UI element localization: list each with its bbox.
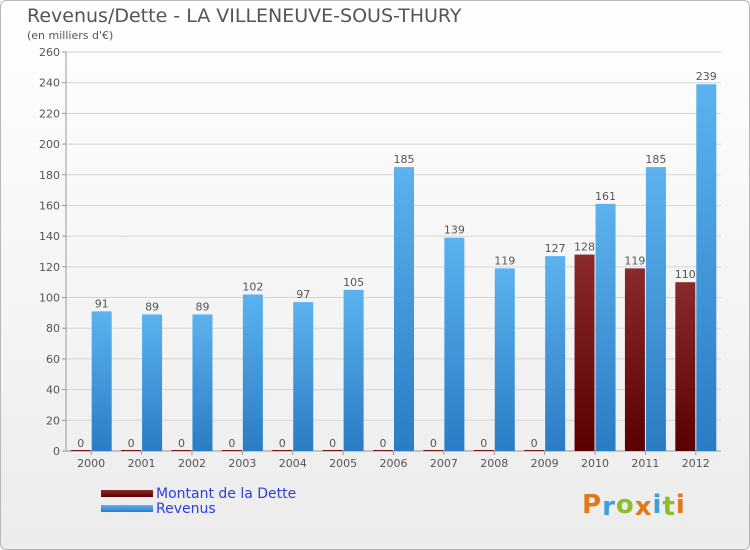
bar-dette-2007 bbox=[423, 450, 444, 451]
data-label-revenus-2004: 97 bbox=[296, 288, 310, 301]
bar-revenus-2004 bbox=[293, 302, 314, 451]
data-label-dette-2008: 0 bbox=[480, 437, 487, 450]
data-labels: 0 91 0 89 0 89 0 102 0 97 0 105 0 185 0 139 0 119 0 127 128 1… bbox=[77, 70, 717, 450]
bar-revenus-2007 bbox=[444, 237, 465, 451]
y-tick-label-220: 220 bbox=[39, 107, 60, 120]
y-tick-label-100: 100 bbox=[39, 292, 60, 305]
data-label-dette-2001: 0 bbox=[128, 437, 135, 450]
gridlines bbox=[66, 51, 721, 421]
legend-swatch-dette bbox=[101, 490, 153, 497]
chart-subtitle: (en milliers d'€) bbox=[27, 29, 114, 42]
bar-dette-2000 bbox=[70, 450, 91, 451]
y-tick-label-40: 40 bbox=[46, 384, 60, 397]
legend-label-revenus: Revenus bbox=[156, 501, 216, 517]
bar-revenus-2012 bbox=[696, 84, 717, 451]
y-tick-label-260: 260 bbox=[39, 46, 60, 59]
y-tick-label-80: 80 bbox=[46, 322, 60, 335]
y-tick-label-140: 140 bbox=[39, 230, 60, 243]
y-tick-label-20: 20 bbox=[46, 414, 60, 427]
bar-revenus-2006 bbox=[394, 167, 414, 451]
data-label-revenus-2003: 102 bbox=[242, 280, 263, 293]
bar-revenus-2000 bbox=[91, 311, 112, 451]
y-tick-label-180: 180 bbox=[39, 169, 60, 182]
x-tick-label-2004: 2004 bbox=[279, 457, 307, 470]
bar-dette-2008 bbox=[473, 450, 494, 451]
bar-dette-2009 bbox=[524, 450, 545, 451]
legend-label-dette: Montant de la Dette bbox=[156, 486, 297, 502]
x-tick-label-2006: 2006 bbox=[380, 457, 408, 470]
bar-revenus-2010 bbox=[595, 203, 616, 451]
bar-revenus-2008 bbox=[494, 268, 515, 451]
data-label-revenus-2000: 91 bbox=[95, 297, 109, 310]
y-tick-label-240: 240 bbox=[39, 77, 60, 90]
axes: 0 20 40 60 80 100 120 140 160 180 200 220 240 260 2000… bbox=[39, 46, 721, 470]
x-tick-label-2005: 2005 bbox=[329, 457, 357, 470]
data-label-dette-2009: 0 bbox=[531, 437, 538, 450]
bar-dette-2012 bbox=[675, 282, 696, 451]
bar-dette-2011 bbox=[624, 268, 645, 451]
bar-revenus-2002 bbox=[192, 314, 213, 451]
data-label-dette-2004: 0 bbox=[279, 437, 286, 450]
x-tick-label-2011: 2011 bbox=[631, 457, 659, 470]
y-tick-label-60: 60 bbox=[46, 353, 60, 366]
proxiti-logo: Proxiti bbox=[582, 490, 686, 522]
data-label-dette-2011: 119 bbox=[624, 254, 645, 267]
y-tick-label-200: 200 bbox=[39, 138, 60, 151]
bar-dette-2006 bbox=[373, 450, 393, 451]
data-label-revenus-2007: 139 bbox=[444, 224, 465, 237]
legend-swatch-revenus bbox=[101, 505, 153, 512]
data-label-revenus-2005: 105 bbox=[343, 276, 364, 289]
chart-title: Revenus/Dette - LA VILLENEUVE-SOUS-THURY bbox=[27, 5, 462, 27]
bar-dette-2001 bbox=[121, 450, 142, 451]
x-tick-label-2007: 2007 bbox=[430, 457, 458, 470]
x-tick-label-2012: 2012 bbox=[682, 457, 710, 470]
x-tick-label-2001: 2001 bbox=[128, 457, 156, 470]
bar-revenus-2003 bbox=[242, 294, 263, 451]
data-label-dette-2010: 128 bbox=[574, 241, 595, 254]
data-label-revenus-2008: 119 bbox=[494, 254, 515, 267]
x-tick-label-2010: 2010 bbox=[581, 457, 609, 470]
data-label-dette-2012: 110 bbox=[675, 268, 696, 281]
data-label-revenus-2011: 185 bbox=[645, 153, 666, 166]
data-label-dette-2002: 0 bbox=[178, 437, 185, 450]
bar-revenus-2001 bbox=[142, 314, 163, 451]
x-tick-label-2002: 2002 bbox=[178, 457, 206, 470]
x-tick-label-2009: 2009 bbox=[531, 457, 559, 470]
bar-dette-2004 bbox=[272, 450, 293, 451]
data-label-revenus-2012: 239 bbox=[696, 70, 717, 83]
data-label-dette-2007: 0 bbox=[430, 437, 437, 450]
data-label-dette-2003: 0 bbox=[228, 437, 235, 450]
bar-dette-2003 bbox=[221, 450, 242, 451]
y-tick-label-120: 120 bbox=[39, 261, 60, 274]
x-tick-label-2003: 2003 bbox=[228, 457, 256, 470]
data-label-dette-2000: 0 bbox=[77, 437, 84, 450]
y-tick-label-0: 0 bbox=[53, 445, 60, 458]
y-tick-label-160: 160 bbox=[39, 199, 60, 212]
bar-dette-2010 bbox=[574, 254, 595, 451]
bar-revenus-2009 bbox=[545, 256, 566, 451]
x-tick-label-2000: 2000 bbox=[77, 457, 105, 470]
data-label-revenus-2002: 89 bbox=[195, 300, 209, 313]
bar-revenus-2011 bbox=[645, 167, 666, 451]
bars bbox=[70, 84, 717, 451]
bar-dette-2002 bbox=[171, 450, 192, 451]
x-tick-label-2008: 2008 bbox=[480, 457, 508, 470]
data-label-revenus-2001: 89 bbox=[145, 300, 159, 313]
data-label-dette-2005: 0 bbox=[329, 437, 336, 450]
data-label-dette-2006: 0 bbox=[380, 437, 387, 450]
bar-revenus-2005 bbox=[343, 289, 364, 451]
data-label-revenus-2006: 185 bbox=[394, 153, 415, 166]
bar-dette-2005 bbox=[322, 450, 343, 451]
data-label-revenus-2009: 127 bbox=[545, 242, 566, 255]
data-label-revenus-2010: 161 bbox=[595, 190, 616, 203]
